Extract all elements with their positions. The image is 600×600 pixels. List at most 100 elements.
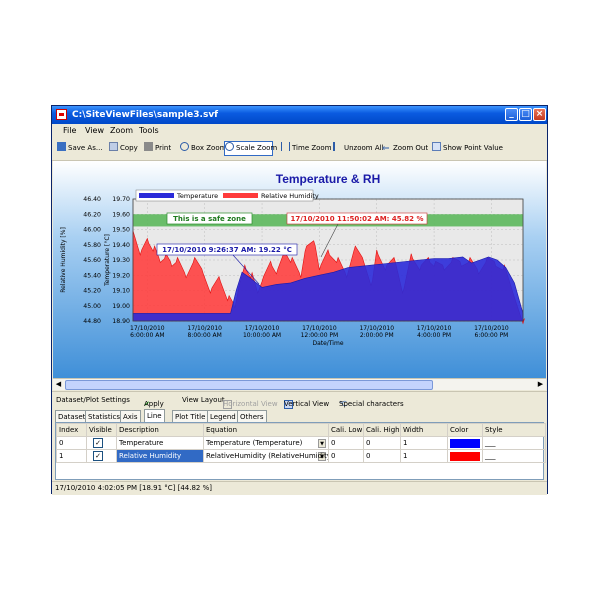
description-cell[interactable]: Relative Humidity: [116, 449, 204, 463]
cali-low-cell[interactable]: 0: [328, 449, 364, 463]
menu-view[interactable]: View: [85, 126, 104, 135]
column-header[interactable]: Cali. High: [363, 423, 401, 437]
column-header[interactable]: Cali. Low: [328, 423, 364, 437]
scroll-thumb[interactable]: [65, 380, 433, 390]
menu-bar: File View Zoom Tools: [52, 124, 547, 138]
visible-checkbox[interactable]: ✓: [93, 438, 103, 448]
rh-tick-label: 45.60: [83, 257, 101, 264]
description-cell[interactable]: Temperature: [116, 436, 204, 450]
menu-tools[interactable]: Tools: [139, 126, 159, 135]
visible-checkbox[interactable]: ✓: [93, 451, 103, 461]
column-header[interactable]: Visible: [86, 423, 117, 437]
maximize-button[interactable]: □: [519, 108, 532, 121]
visible-cell: ✓: [86, 449, 117, 463]
app-icon: [56, 109, 67, 120]
tab-dataset[interactable]: Dataset: [55, 410, 89, 422]
x-tick-date: 17/10/2010: [245, 325, 280, 332]
scale-zoom-button[interactable]: Scale Zoom: [224, 141, 277, 156]
temp-tick-label: 19.70: [112, 196, 130, 203]
index-cell: 1: [56, 449, 87, 463]
column-header[interactable]: Color: [447, 423, 483, 437]
tab-axis[interactable]: Axis: [120, 410, 141, 422]
temp-tick-label: 18.90: [112, 318, 130, 325]
column-header[interactable]: Index: [56, 423, 87, 437]
menu-zoom[interactable]: Zoom: [110, 126, 134, 135]
show-point-value-button[interactable]: Show Point Value: [432, 141, 503, 156]
index-cell: 0: [56, 436, 87, 450]
color-swatch[interactable]: [450, 438, 480, 448]
x-tick-time: 12:00:00 PM: [301, 332, 339, 339]
temp-annotation-pointer: [232, 254, 260, 285]
minimize-button[interactable]: _: [505, 108, 518, 121]
tab-plot-title[interactable]: Plot Title: [172, 410, 209, 422]
chart-area[interactable]: Temperature & RH 19.70 19.60 19.50 19.40 19.3…: [53, 161, 546, 378]
rh-axis-label: Relative Humidity [%]: [60, 227, 67, 293]
line-settings-table: Index Visible Description Equation Cali.…: [56, 423, 546, 463]
color-cell[interactable]: [447, 436, 483, 450]
color-swatch[interactable]: [450, 451, 480, 461]
color-cell[interactable]: [447, 449, 483, 463]
style-cell[interactable]: ___: [482, 436, 546, 450]
box-zoom-button[interactable]: Box Zoom: [180, 141, 226, 156]
close-button[interactable]: ×: [533, 108, 546, 121]
column-header[interactable]: Equation: [203, 423, 329, 437]
rh-tick-label: 46.40: [83, 196, 101, 203]
tab-legend[interactable]: Legend: [207, 410, 239, 422]
tab-statistics[interactable]: Statistics: [85, 410, 123, 422]
chevron-down-icon[interactable]: ▼: [318, 451, 326, 461]
scroll-right-icon[interactable]: ▶: [537, 380, 544, 388]
x-tick-time: 2:00:00 PM: [360, 332, 394, 339]
temp-tick-label: 19.30: [112, 257, 130, 264]
tab-others[interactable]: Others: [237, 410, 267, 422]
magnifier-icon: [225, 142, 234, 151]
special-characters-icon: ℃: [339, 400, 347, 408]
equation-cell[interactable]: ▼ RelativeHumidity (RelativeHumidity): [203, 449, 329, 463]
equation-cell[interactable]: ▼ Temperature (Temperature): [203, 436, 329, 450]
x-axis-label: Date/Time: [312, 340, 343, 347]
table-row[interactable]: 0 ✓ Temperature ▼ Temperature (Temperatur…: [56, 436, 546, 450]
cali-high-cell[interactable]: 0: [363, 436, 401, 450]
point-value-icon: [432, 142, 441, 151]
chevron-down-icon[interactable]: ▼: [318, 438, 326, 448]
time-zoom-icon: [281, 142, 290, 151]
menu-file[interactable]: File: [63, 126, 77, 135]
save-as-button[interactable]: Save As...: [57, 141, 103, 156]
copy-button[interactable]: Copy: [109, 141, 138, 156]
title-bar[interactable]: C:\SiteViewFiles\sample3.svf _ □ ×: [52, 106, 547, 124]
zoom-out-button[interactable]: ⇐ Zoom Out: [382, 144, 429, 154]
vertical-view-icon: [284, 400, 293, 409]
unzoom-all-button[interactable]: Unzoom All: [333, 141, 384, 156]
x-tick-date: 17/10/2010: [302, 325, 337, 332]
dataset-settings-label: Dataset/Plot Settings: [56, 396, 130, 404]
app-window: C:\SiteViewFiles\sample3.svf _ □ × File …: [51, 105, 548, 495]
temperature-series-area: [132, 256, 524, 322]
cali-high-cell[interactable]: 0: [363, 449, 401, 463]
rh-tick-label: 45.80: [83, 242, 101, 249]
width-cell[interactable]: 1: [400, 436, 448, 450]
temp-annotation-box: [156, 243, 298, 256]
settings-tabs: Dataset Statistics Axis Line Plot Title …: [52, 409, 547, 422]
time-zoom-button[interactable]: Time Zoom: [281, 141, 332, 156]
legend-swatch-rh: [223, 193, 258, 198]
printer-icon: [144, 142, 153, 151]
x-tick-date: 17/10/2010: [130, 325, 165, 332]
copy-icon: [109, 142, 118, 151]
safe-zone-label-box: [166, 212, 253, 225]
print-button[interactable]: Print: [144, 141, 171, 156]
width-cell[interactable]: 1: [400, 449, 448, 463]
table-row[interactable]: 1 ✓ Relative Humidity ▼ RelativeHumidity …: [56, 449, 546, 463]
style-cell[interactable]: ___: [482, 449, 546, 463]
rh-annotation: 17/10/2010 11:50:02 AM: 45.82 %: [291, 215, 424, 223]
column-header[interactable]: Style: [482, 423, 546, 437]
legend-label-rh: Relative Humidity: [261, 192, 319, 200]
x-tick-date: 17/10/2010: [474, 325, 509, 332]
column-header[interactable]: Description: [116, 423, 204, 437]
tab-line[interactable]: Line: [144, 409, 165, 422]
temp-tick-label: 19.20: [112, 272, 130, 279]
column-header[interactable]: Width: [400, 423, 448, 437]
scroll-left-icon[interactable]: ◀: [55, 380, 62, 388]
cali-low-cell[interactable]: 0: [328, 436, 364, 450]
horizontal-scrollbar[interactable]: ◀ ▶: [53, 378, 546, 390]
checkmark-icon: ✔: [144, 400, 150, 408]
x-tick-time: 6:00:00 PM: [475, 332, 509, 339]
